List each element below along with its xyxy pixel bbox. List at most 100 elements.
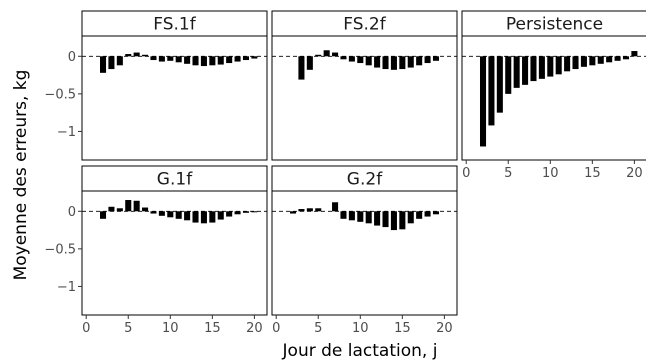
- bar: [522, 56, 529, 85]
- bar: [382, 56, 389, 70]
- bar: [184, 211, 191, 221]
- bar: [530, 56, 537, 82]
- bar: [217, 211, 224, 220]
- bar: [158, 211, 165, 216]
- bar: [323, 50, 330, 57]
- x-tick-label: 10: [542, 166, 559, 181]
- panel-strip: [81, 10, 268, 37]
- bar: [200, 211, 207, 224]
- bar: [547, 56, 554, 77]
- x-tick-label: 0: [272, 321, 280, 336]
- bar: [382, 211, 389, 228]
- y-tick-label: −1: [57, 280, 76, 295]
- bar: [365, 211, 372, 224]
- panel-plot-area: [271, 35, 458, 161]
- x-tick-label: 15: [204, 321, 221, 336]
- x-tick-label: 0: [462, 166, 470, 181]
- bar: [332, 52, 339, 57]
- bar: [226, 211, 233, 217]
- panel-title: G.1f: [157, 170, 193, 190]
- bar: [357, 56, 364, 64]
- bar: [390, 211, 397, 231]
- bar: [597, 56, 604, 64]
- bar: [142, 207, 149, 212]
- bar: [488, 56, 495, 126]
- panel-strip: [271, 165, 458, 192]
- x-tick-label: 5: [314, 321, 322, 336]
- y-tick-label: −1: [57, 125, 76, 140]
- bar: [374, 56, 381, 68]
- bar: [175, 211, 182, 219]
- x-axis-title: Jour de lactation, j: [282, 341, 438, 361]
- bar: [158, 56, 165, 62]
- bar: [631, 51, 638, 57]
- x-tick-label: 20: [246, 321, 263, 336]
- bar: [407, 211, 414, 224]
- bar: [348, 211, 355, 221]
- bar: [133, 200, 140, 212]
- panel-title: Persistence: [506, 15, 603, 35]
- bar: [589, 56, 596, 66]
- bar: [407, 56, 414, 68]
- bar: [432, 56, 440, 61]
- bar: [564, 56, 571, 72]
- bar: [496, 56, 503, 113]
- bar: [365, 56, 372, 66]
- y-axis-title: Moyenne des erreurs, kg: [11, 70, 31, 281]
- bar: [99, 211, 107, 219]
- bar: [251, 56, 258, 59]
- panel-plot-area: [81, 35, 268, 161]
- x-tick-label: 20: [626, 166, 643, 181]
- bar: [99, 56, 107, 73]
- bar: [306, 208, 313, 212]
- bar: [200, 56, 207, 67]
- panel-strip: [81, 165, 268, 192]
- x-tick-label: 5: [124, 321, 132, 336]
- y-tick-label: −0.5: [44, 87, 76, 102]
- bar: [580, 56, 587, 67]
- x-tick-label: 15: [394, 321, 411, 336]
- bar: [555, 56, 562, 75]
- y-tick-label: 0: [68, 50, 76, 65]
- bar: [125, 54, 132, 57]
- bar: [614, 56, 621, 61]
- bar: [538, 56, 545, 79]
- bar: [399, 211, 406, 230]
- x-tick-label: 10: [162, 321, 179, 336]
- x-tick-label: 20: [436, 321, 453, 336]
- bar: [572, 56, 579, 70]
- bar: [348, 56, 355, 62]
- bar: [175, 56, 182, 63]
- bar: [298, 209, 305, 212]
- bar: [116, 56, 123, 66]
- bar: [125, 200, 132, 212]
- bar: [479, 56, 487, 147]
- bar: [242, 211, 250, 213]
- bar: [242, 56, 250, 61]
- bar: [513, 56, 520, 88]
- bar: [315, 208, 322, 212]
- panel-title: G.2f: [347, 170, 383, 190]
- bar: [167, 56, 174, 61]
- panel-fs-2f: FS.2f: [271, 10, 458, 161]
- panel-g-1f: G.1f 0 −0.5 −1 0 5 10 15 20: [44, 165, 268, 336]
- bar: [150, 211, 157, 214]
- bar: [209, 211, 216, 223]
- bar: [416, 56, 423, 66]
- bar: [217, 56, 224, 65]
- y-tick-label: −0.5: [44, 242, 76, 257]
- bar: [390, 56, 397, 70]
- bar: [234, 211, 241, 215]
- bar: [399, 56, 406, 70]
- panel-g-2f: G.2f 0 5 10 15 20: [271, 165, 458, 336]
- bar: [432, 211, 440, 215]
- bar: [192, 211, 199, 223]
- panel-title: FS.2f: [343, 15, 386, 35]
- bar: [340, 211, 347, 219]
- bar: [622, 56, 630, 60]
- bar: [374, 211, 381, 226]
- bar: [289, 211, 297, 214]
- bar: [298, 56, 305, 80]
- bar: [424, 56, 431, 64]
